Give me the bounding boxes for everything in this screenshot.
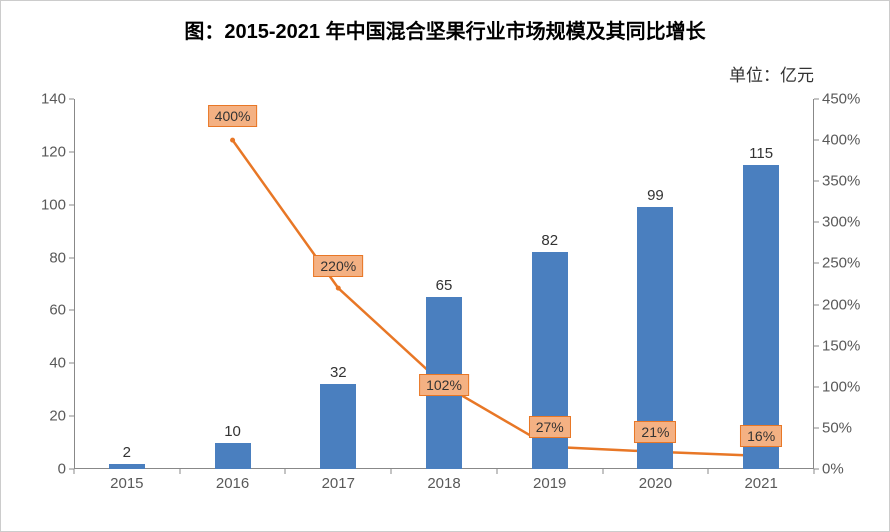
- y2-tick-label: 400%: [814, 132, 860, 149]
- y2-tick-label: 200%: [814, 296, 860, 313]
- x-tick-mark: [391, 469, 392, 474]
- x-tick-mark: [74, 469, 75, 474]
- line-marker: [336, 286, 341, 291]
- y2-tick-label: 450%: [814, 91, 860, 108]
- y2-tick-mark: [814, 140, 819, 141]
- line-value-label: 16%: [740, 425, 782, 447]
- x-tick-label: 2021: [744, 469, 777, 492]
- bar: [743, 165, 779, 469]
- unit-label: 单位：亿元: [729, 61, 814, 86]
- line-value-label: 400%: [208, 105, 258, 127]
- line-value-label: 27%: [529, 416, 571, 438]
- y2-tick-mark: [814, 345, 819, 346]
- y1-tick-mark: [69, 151, 74, 152]
- x-tick-label: 2019: [533, 469, 566, 492]
- bar: [320, 384, 356, 469]
- bar: [215, 443, 251, 469]
- y2-tick-label: 50%: [814, 419, 852, 436]
- x-tick-label: 2017: [322, 469, 355, 492]
- x-tick-mark: [179, 469, 180, 474]
- x-tick-label: 2016: [216, 469, 249, 492]
- x-tick-mark: [708, 469, 709, 474]
- bar-value-label: 115: [749, 145, 773, 165]
- y2-tick-mark: [814, 386, 819, 387]
- y2-tick-label: 250%: [814, 255, 860, 272]
- bar-value-label: 10: [224, 423, 241, 443]
- x-tick-mark: [285, 469, 286, 474]
- line-value-label: 102%: [419, 374, 469, 396]
- x-tick-mark: [814, 469, 815, 474]
- y1-tick-mark: [69, 310, 74, 311]
- bar-value-label: 65: [436, 277, 453, 297]
- bar: [109, 464, 145, 469]
- y1-tick-mark: [69, 204, 74, 205]
- bar-value-label: 2: [123, 444, 131, 464]
- line-value-label: 21%: [634, 421, 676, 443]
- plot-area: 0204060801001201400%50%100%150%200%250%3…: [74, 99, 814, 469]
- bar-value-label: 82: [541, 232, 558, 252]
- y1-tick-mark: [69, 416, 74, 417]
- y2-tick-mark: [814, 427, 819, 428]
- y2-tick-mark: [814, 304, 819, 305]
- y2-tick-label: 150%: [814, 337, 860, 354]
- y1-tick-mark: [69, 363, 74, 364]
- bar-value-label: 99: [647, 187, 664, 207]
- x-tick-mark: [602, 469, 603, 474]
- y2-tick-mark: [814, 181, 819, 182]
- x-tick-label: 2018: [427, 469, 460, 492]
- y2-tick-label: 100%: [814, 378, 860, 395]
- y2-tick-mark: [814, 263, 819, 264]
- y2-tick-label: 300%: [814, 214, 860, 231]
- x-tick-label: 2020: [639, 469, 672, 492]
- y2-tick-label: 350%: [814, 173, 860, 190]
- y2-tick-mark: [814, 469, 819, 470]
- y1-tick-mark: [69, 99, 74, 100]
- y2-tick-mark: [814, 99, 819, 100]
- chart-title: 图：2015-2021 年中国混合坚果行业市场规模及其同比增长: [1, 15, 889, 44]
- chart-container: 图：2015-2021 年中国混合坚果行业市场规模及其同比增长 单位：亿元 02…: [0, 0, 890, 532]
- line-value-label: 220%: [313, 255, 363, 277]
- x-tick-label: 2015: [110, 469, 143, 492]
- line-marker: [230, 138, 235, 143]
- bar-value-label: 32: [330, 364, 347, 384]
- x-tick-mark: [496, 469, 497, 474]
- y1-tick-mark: [69, 257, 74, 258]
- y2-tick-mark: [814, 222, 819, 223]
- growth-line: [233, 140, 762, 456]
